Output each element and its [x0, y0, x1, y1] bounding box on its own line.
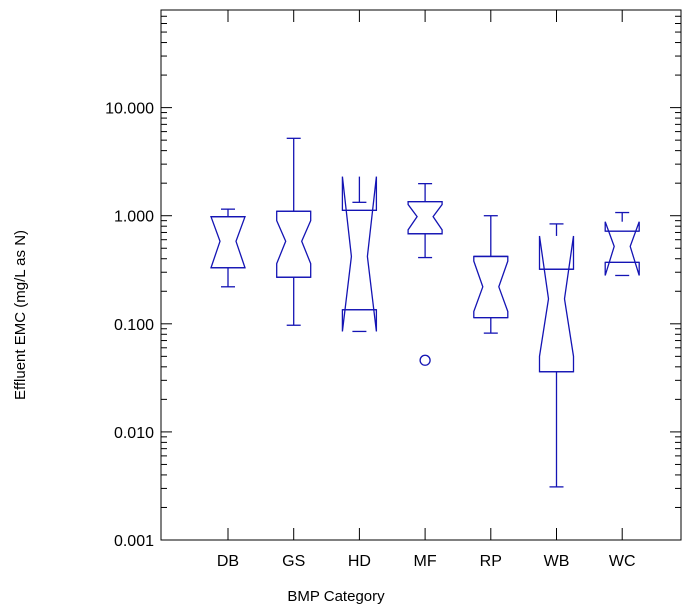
box-hd: [341, 176, 378, 333]
notched-box: [276, 210, 312, 278]
x-axis-tick-labels: DB GS HD MF RP WB WC: [217, 553, 636, 570]
y-tick-label: 10.000: [105, 101, 154, 118]
box-series: [210, 137, 640, 488]
box-wb: [538, 223, 575, 488]
box-rp: [473, 215, 509, 334]
y-tick-label: 0.001: [114, 533, 154, 550]
x-tick-label: DB: [217, 553, 239, 570]
x-axis-title: BMP Category: [287, 588, 385, 605]
notched-box: [210, 216, 246, 269]
y-tick-label: 0.010: [114, 425, 154, 442]
x-tick-label: HD: [348, 553, 371, 570]
x-tick-label: WB: [544, 553, 570, 570]
x-tick-label: RP: [480, 553, 502, 570]
x-tick-label: MF: [414, 553, 437, 570]
notched-box: [538, 235, 575, 373]
x-axis-ticks: [227, 10, 623, 540]
y-tick-label: 0.100: [114, 317, 154, 334]
x-tick-label: WC: [609, 553, 636, 570]
box-db: [210, 208, 246, 288]
notched-box: [473, 255, 509, 319]
box-wc: [604, 211, 640, 277]
y-axis-title: Effluent EMC (mg/L as N): [12, 230, 29, 400]
notched-box: [407, 200, 443, 235]
plot-frame: [160, 9, 682, 541]
y-axis-tick-labels: 0.001 0.010 0.100 1.000 10.000: [105, 101, 154, 550]
y-tick-label: 1.000: [114, 209, 154, 226]
box-gs: [276, 137, 312, 326]
outlier-point: [419, 354, 431, 366]
notched-box: [604, 221, 640, 276]
y-axis-ticks: [161, 9, 681, 541]
box-mf: [407, 182, 443, 366]
x-tick-label: GS: [282, 553, 305, 570]
